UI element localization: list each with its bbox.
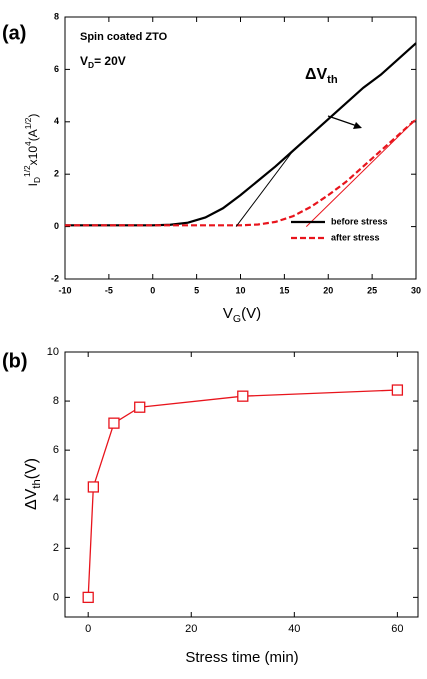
- text: 4: [23, 141, 33, 146]
- x-tick-label: 0: [85, 623, 91, 635]
- text: I: [26, 183, 40, 186]
- data-marker: [82, 591, 94, 604]
- panel-label: (a): [2, 22, 26, 44]
- y-tick-label: 4: [53, 493, 59, 505]
- data-marker: [391, 384, 404, 396]
- y-tick-label: 4: [54, 116, 59, 126]
- text: th: [327, 74, 338, 86]
- x-tick-label: 40: [288, 623, 300, 635]
- y-tick-label: 10: [47, 346, 59, 358]
- arrow-head: [353, 122, 362, 129]
- plot-frame: [64, 351, 419, 618]
- text: V: [223, 305, 233, 322]
- x-tick-label: 15: [279, 285, 289, 295]
- text: V: [80, 54, 88, 68]
- text: ΔV: [23, 488, 40, 510]
- text: 1/2: [22, 165, 32, 177]
- x-tick-label: -5: [105, 285, 113, 295]
- x-tick-label: 20: [323, 285, 333, 295]
- panel-label: (b): [2, 350, 28, 372]
- text: x10: [26, 146, 40, 166]
- y-tick-label: 6: [54, 64, 59, 74]
- text: 1/2: [23, 117, 33, 129]
- x-tick-label: -10: [58, 285, 71, 295]
- y-tick-label: 8: [53, 395, 59, 407]
- data-line: [87, 389, 398, 598]
- y-tick-label: 8: [54, 11, 59, 21]
- data-marker: [237, 390, 249, 402]
- y-axis-label: ID1/2x104(A1/2): [22, 114, 42, 187]
- x-axis-label: Stress time (min): [185, 649, 298, 666]
- data-marker: [134, 401, 146, 413]
- text: = 20V: [94, 54, 126, 68]
- y-tick-label: 2: [54, 169, 59, 179]
- y-axis-label: ΔVth(V): [23, 458, 43, 510]
- text: (A: [26, 129, 40, 141]
- data-line: [305, 118, 417, 227]
- x-tick-label: 30: [411, 285, 421, 295]
- y-tick-label: 2: [53, 542, 59, 554]
- x-tick-label: 10: [235, 285, 245, 295]
- y-tick-label: -2: [51, 273, 59, 283]
- data-line: [235, 150, 294, 227]
- data-line: [65, 118, 417, 227]
- x-tick-label: 5: [194, 285, 199, 295]
- text: (V): [241, 305, 261, 322]
- x-axis-label: VG(V): [223, 305, 261, 325]
- legend-label: before stress: [331, 216, 388, 226]
- x-tick-label: 25: [367, 285, 377, 295]
- y-tick-label: 6: [53, 444, 59, 456]
- data-marker: [108, 417, 120, 429]
- data-line: [65, 42, 417, 227]
- y-tick-label: 0: [54, 221, 59, 231]
- text: ΔV: [305, 66, 328, 83]
- data-marker: [87, 481, 99, 493]
- text: th: [31, 479, 43, 488]
- x-tick-label: 60: [391, 623, 403, 635]
- text: G: [233, 313, 241, 325]
- text: (V): [23, 458, 40, 479]
- x-tick-label: 0: [150, 285, 155, 295]
- x-tick-label: 20: [185, 623, 197, 635]
- note: Spin coated ZTO: [80, 31, 168, 43]
- text: D: [32, 177, 42, 183]
- text: ): [26, 114, 40, 118]
- legend-label: after stress: [331, 232, 380, 242]
- text: D: [88, 60, 94, 70]
- y-tick-label: 0: [53, 591, 59, 603]
- shift-label: ΔVth: [305, 66, 338, 86]
- drain-voltage: VD= 20V: [80, 54, 126, 70]
